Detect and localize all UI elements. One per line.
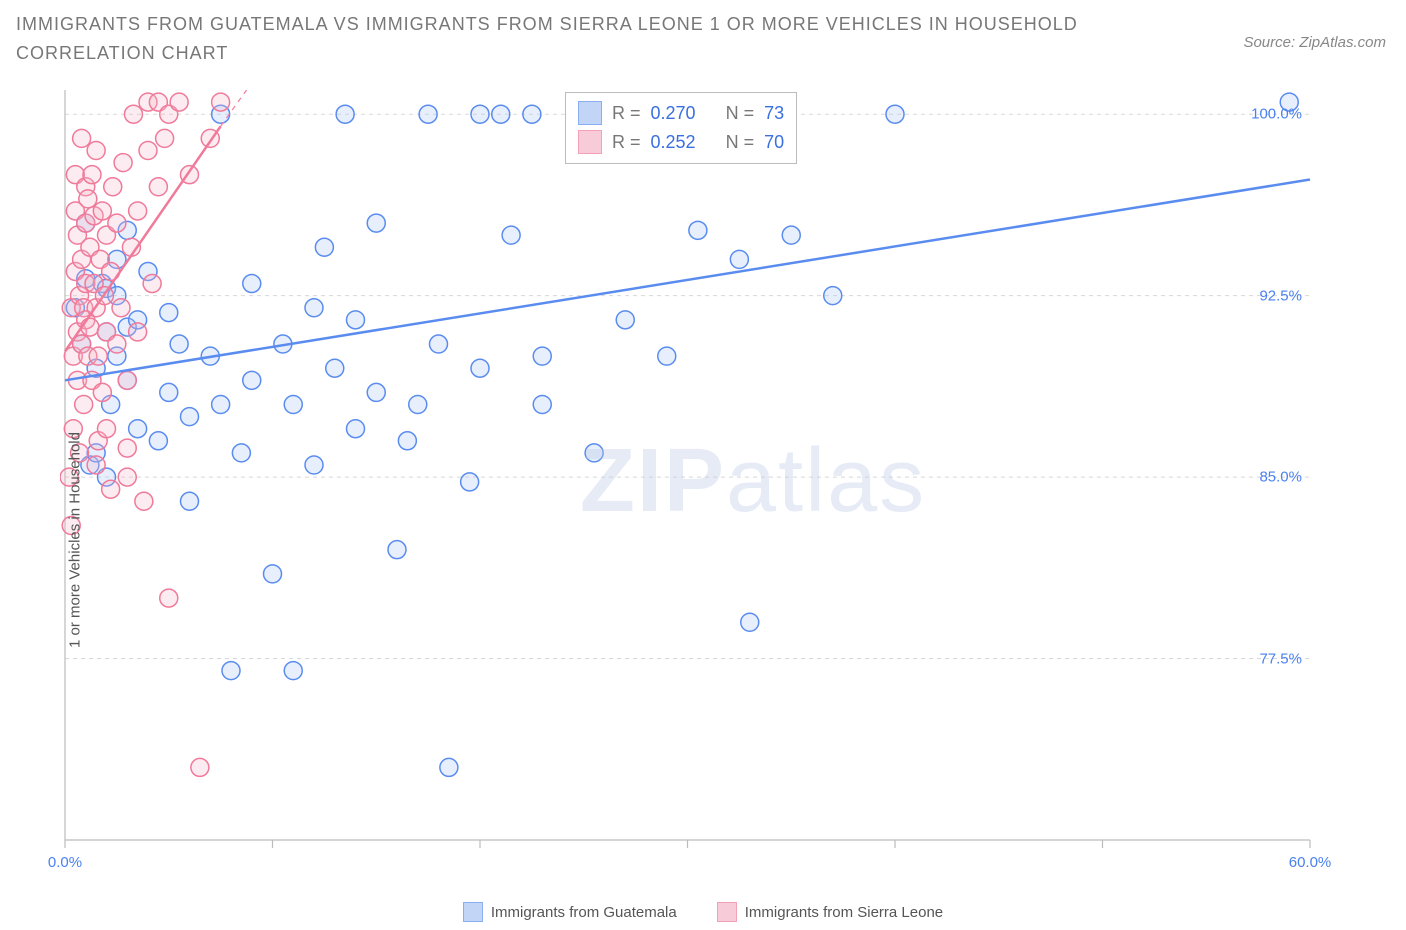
y-tick-label: 92.5% xyxy=(1259,287,1302,304)
page-title: IMMIGRANTS FROM GUATEMALA VS IMMIGRANTS … xyxy=(16,10,1206,68)
series-legend: Immigrants from Guatemala Immigrants from… xyxy=(0,902,1406,922)
source-credit: Source: ZipAtlas.com xyxy=(1243,34,1386,51)
legend-item: Immigrants from Guatemala xyxy=(463,902,677,922)
legend-swatch xyxy=(578,101,602,125)
y-axis-title: 1 or more Vehicles in Household xyxy=(67,432,84,648)
stats-row: R = 0.252 N = 70 xyxy=(578,128,784,157)
legend-item: Immigrants from Sierra Leone xyxy=(717,902,943,922)
x-tick-label: 60.0% xyxy=(1289,854,1332,871)
y-tick-label: 77.5% xyxy=(1259,650,1302,667)
legend-swatch xyxy=(578,130,602,154)
x-tick-label: 0.0% xyxy=(48,854,82,871)
stats-n-label: N = xyxy=(726,99,755,128)
stats-n-value: 70 xyxy=(764,128,784,157)
stats-row: R = 0.270 N = 73 xyxy=(578,99,784,128)
stats-n-label: N = xyxy=(726,128,755,157)
legend-swatch xyxy=(717,902,737,922)
correlation-stats-box: R = 0.270 N = 73 R = 0.252 N = 70 xyxy=(565,92,797,164)
stats-r-value: 0.270 xyxy=(651,99,696,128)
legend-label: Immigrants from Sierra Leone xyxy=(745,904,943,921)
stats-r-label: R = xyxy=(612,99,641,128)
stats-r-label: R = xyxy=(612,128,641,157)
chart-area: ZIPatlas 1 or more Vehicles in Household… xyxy=(60,90,1360,860)
legend-swatch xyxy=(463,902,483,922)
legend-label: Immigrants from Guatemala xyxy=(491,904,677,921)
stats-n-value: 73 xyxy=(764,99,784,128)
y-tick-label: 85.0% xyxy=(1259,469,1302,486)
y-tick-label: 100.0% xyxy=(1251,106,1302,123)
scatter-plot-svg xyxy=(60,90,1360,860)
stats-r-value: 0.252 xyxy=(651,128,696,157)
